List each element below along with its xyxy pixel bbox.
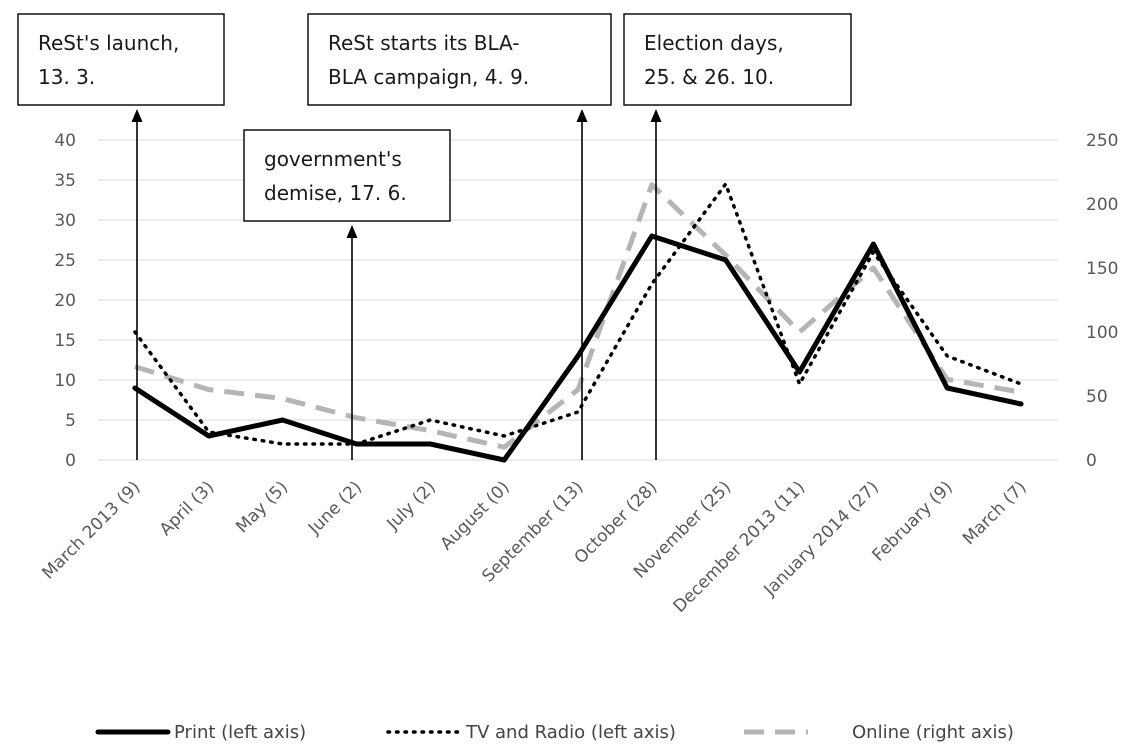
arrow-head-icon [650,109,662,122]
right-tick-label: 150 [1086,259,1118,279]
x-tick-label: July (2) [383,477,440,534]
right-tick-label: 100 [1086,323,1118,343]
annotation-launch: ReSt's launch, 13. 3. [17,13,225,460]
arrow-head-icon [131,109,143,122]
annotation-text: demise, 17. 6. [264,181,407,205]
annotation-text: BLA campaign, 4. 9. [328,65,529,89]
annotation-demise: government's demise, 17. 6. [243,129,451,460]
x-tick-label: June (2) [304,477,366,539]
x-tick-label: December 2013 (11) [670,477,809,616]
left-axis-ticks: 0 5 10 15 20 25 30 35 40 [54,131,76,471]
annotation-text: Election days, [644,31,784,55]
legend-label: Online (right axis) [852,722,1014,743]
series-line-dashed [134,182,1022,450]
legend: Print (left axis) TV and Radio (left axis… [95,722,1014,743]
x-tick-label: March 2013 (9) [38,477,144,583]
right-tick-label: 250 [1086,131,1118,151]
right-axis-ticks: 0 50 100 150 200 250 [1086,131,1118,471]
x-axis-labels: March 2013 (9) April (3) May (5) June (2) Ju… [38,477,1030,616]
legend-label: TV and Radio (left axis) [465,722,676,743]
right-tick-label: 0 [1086,451,1097,471]
legend-entry: Online (right axis) [744,722,1014,743]
annotation-box [17,13,225,106]
annotation-box [623,13,852,106]
left-tick-label: 5 [65,411,76,431]
arrow-head-icon [346,225,358,238]
series-line-dotted [133,182,1023,446]
legend-label: Print (left axis) [174,722,306,743]
x-tick-label: August (0) [437,477,514,554]
left-tick-label: 20 [54,291,76,311]
annotation-box [243,129,451,222]
legend-entry: Print (left axis) [95,722,306,743]
left-tick-label: 10 [54,371,76,391]
left-tick-label: 0 [65,451,76,471]
annotation-text: government's [264,147,402,171]
left-tick-label: 25 [54,251,76,271]
annotation-text: 13. 3. [38,65,95,89]
left-tick-label: 15 [54,331,76,351]
series-lines [132,182,1024,463]
annotation-box [307,13,612,106]
left-tick-label: 30 [54,211,76,231]
annotation-campaign: ReSt starts its BLA- BLA campaign, 4. 9. [307,13,612,460]
arrow-head-icon [576,109,588,122]
annotation-text: ReSt's launch, [38,31,179,55]
annotation-text: 25. & 26. 10. [644,65,774,89]
annotation-election: Election days, 25. & 26. 10. [623,13,852,460]
left-tick-label: 35 [54,171,76,191]
annotation-text: ReSt starts its BLA- [328,31,520,55]
x-tick-label: March (7) [959,477,1031,549]
series-line-solid [132,233,1024,463]
x-tick-label: April (3) [156,477,218,539]
right-tick-label: 200 [1086,195,1118,215]
x-tick-label: May (5) [232,477,292,537]
left-tick-label: 40 [54,131,76,151]
right-tick-label: 50 [1086,387,1108,407]
legend-entry: TV and Radio (left axis) [386,722,676,743]
annotations: ReSt's launch, 13. 3. government's demise, … [17,13,852,460]
